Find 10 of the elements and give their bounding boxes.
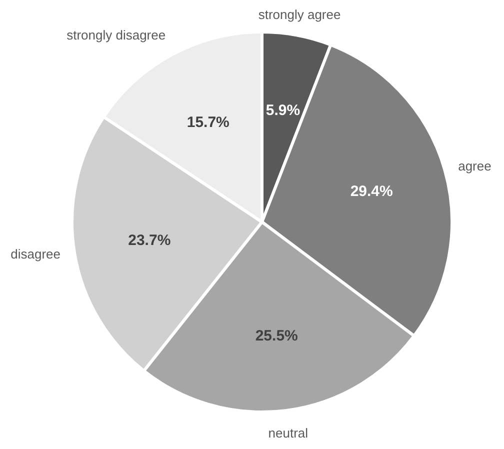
data-label: 25.5%	[255, 327, 298, 344]
slice-label: strongly disagree	[66, 28, 166, 43]
data-label: 29.4%	[350, 182, 393, 200]
slice-label: strongly agree	[258, 6, 341, 22]
data-label: 15.7%	[186, 114, 230, 131]
data-label: 23.7%	[128, 232, 171, 250]
slice-label: agree	[458, 158, 492, 174]
data-label: 5.9%	[266, 102, 300, 120]
slice-label: neutral	[268, 425, 308, 440]
slice-label: disagree	[10, 246, 60, 262]
